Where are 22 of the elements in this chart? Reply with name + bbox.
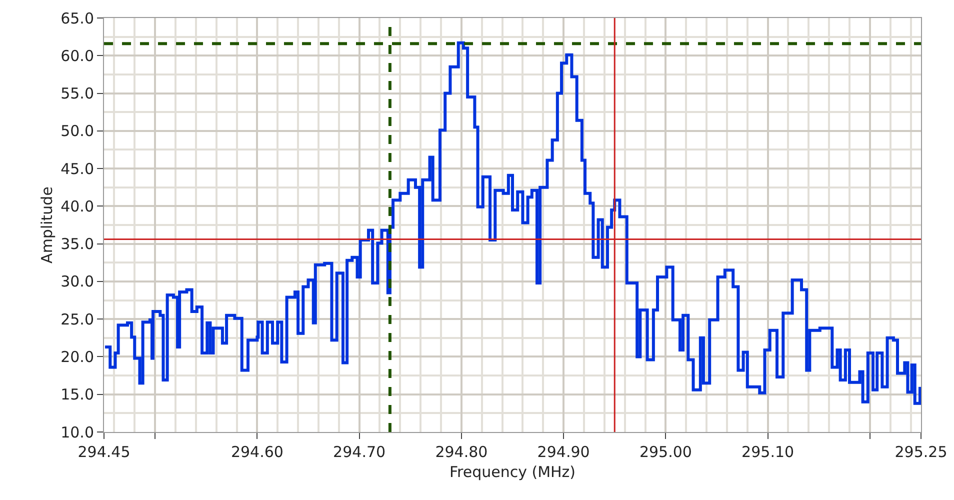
x-tick-label: 294.70: [333, 443, 386, 461]
y-tick-label: 35.0: [60, 235, 94, 254]
x-axis-title: Frequency (MHz): [449, 463, 576, 481]
y-tick-label: 50.0: [60, 122, 94, 140]
y-tick-label: 45.0: [60, 160, 94, 178]
y-tick-label: 55.0: [60, 84, 94, 103]
y-tick-label: 10.0: [60, 423, 94, 442]
x-tick-label: 294.60: [230, 443, 284, 461]
y-axis-title: Amplitude: [38, 186, 56, 264]
y-tick-label: 30.0: [60, 272, 94, 291]
y-tick-label: 20.0: [60, 348, 94, 366]
y-tick-label: 25.0: [60, 310, 94, 328]
x-tick-label: 295.10: [742, 443, 794, 461]
y-tick-label: 15.0: [60, 386, 94, 404]
y-tick-label: 40.0: [60, 197, 94, 216]
x-tick-label: 294.45: [78, 443, 130, 461]
x-tick-label: 295.00: [639, 443, 692, 461]
x-tick-label: 294.90: [537, 443, 590, 461]
y-tick-label: 65.0: [60, 9, 94, 28]
y-tick-label: 60.0: [60, 46, 94, 65]
x-tick-label: 295.25: [894, 443, 948, 461]
x-tick-label: 294.80: [435, 443, 488, 461]
